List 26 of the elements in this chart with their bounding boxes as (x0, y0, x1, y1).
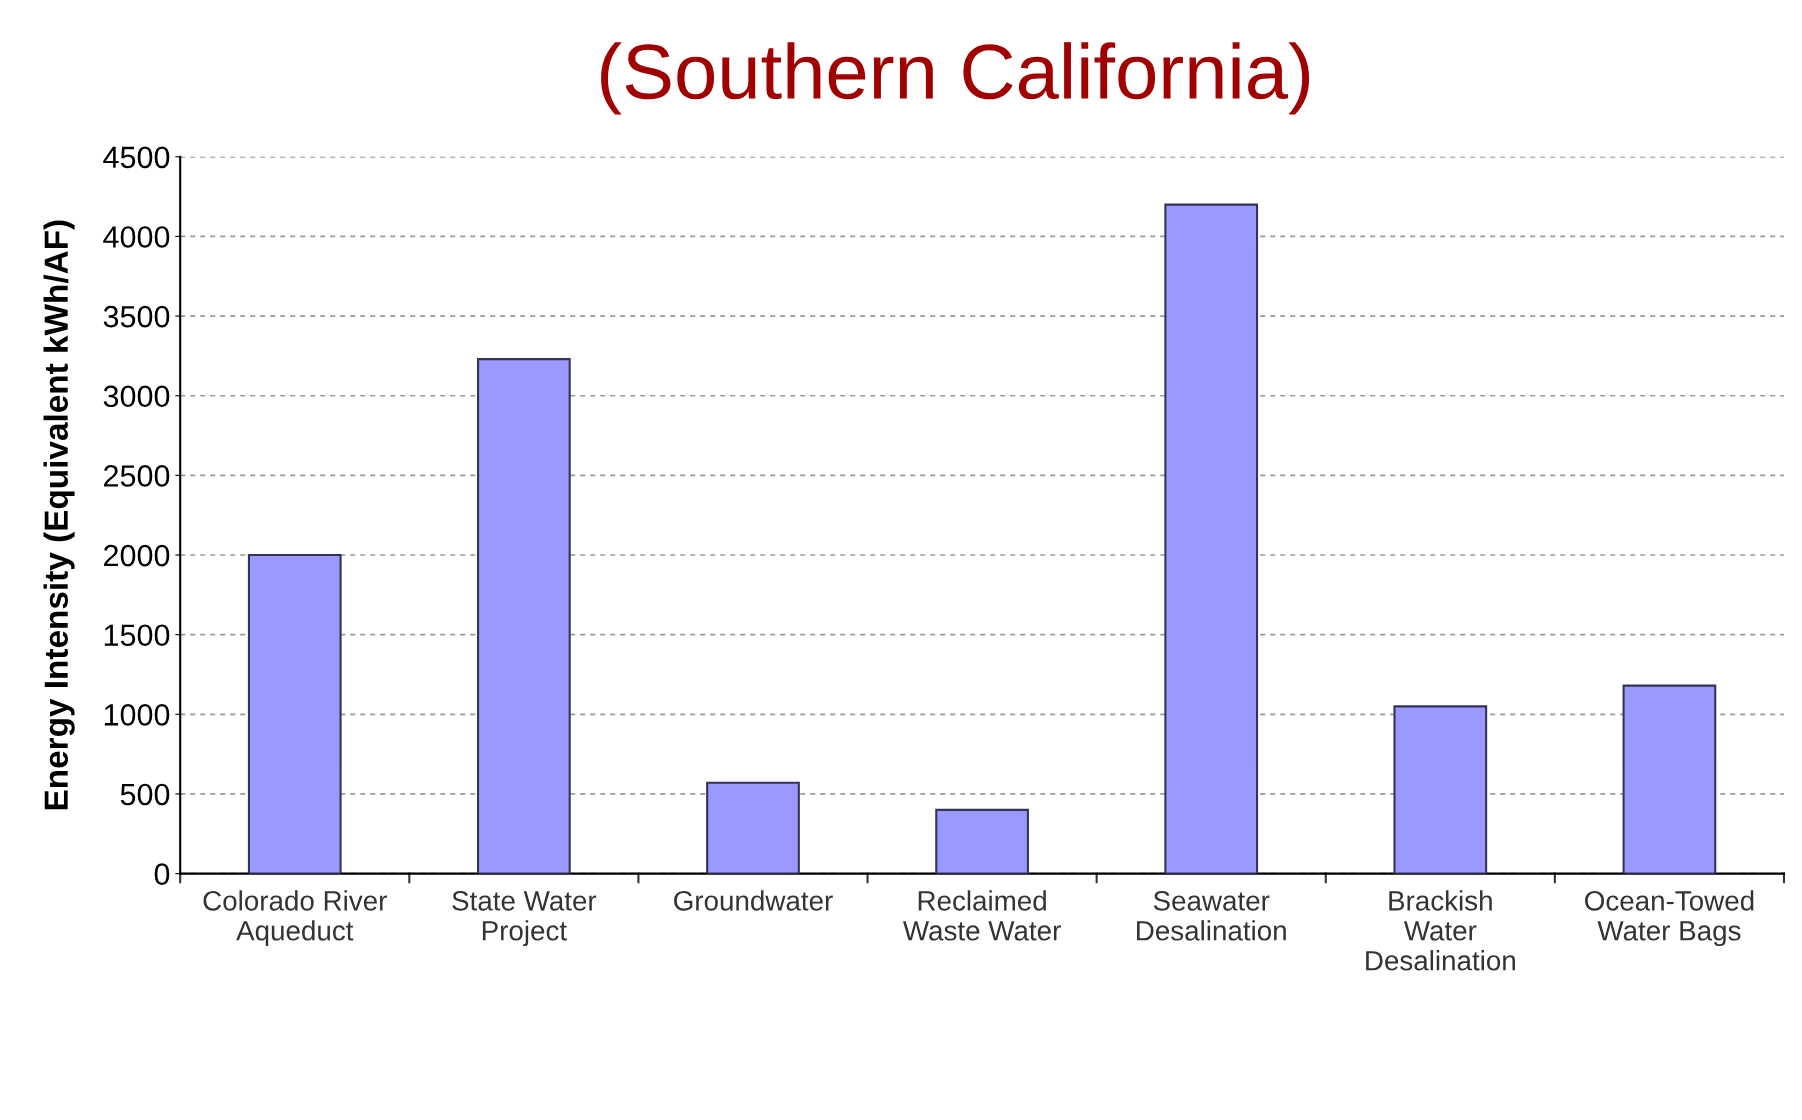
y-tick-label: 2000 (104, 544, 170, 567)
y-tick-label: 1000 (104, 704, 170, 726)
y-tick-label: 500 (120, 783, 170, 806)
y-axis-title: Energy Intensity (Equivalent kWh/AF) (43, 220, 75, 810)
y-tick-label: 0 (154, 863, 170, 885)
x-tick-label: Groundwater (674, 890, 833, 911)
x-tick-label: Brackish Water Desalination (1366, 890, 1515, 971)
x-tick-label: State Water Project (452, 891, 597, 947)
y-tick-label: 3500 (103, 305, 170, 328)
x-tick-label: Ocean-Towed Water Bags (1585, 890, 1754, 947)
bar (935, 808, 1029, 874)
chart-title: (Southern California) (601, 42, 1310, 115)
y-tick-label: 3000 (103, 385, 170, 408)
y-tick-label: 4000 (103, 226, 170, 248)
bar (247, 553, 342, 874)
y-tick-label: 2500 (104, 465, 170, 487)
x-tick-label: Colorado River Aqueduct (203, 890, 387, 947)
y-tick-label: 1500 (104, 624, 170, 647)
bar (477, 358, 571, 874)
bar (1393, 705, 1488, 874)
bar (1622, 684, 1717, 874)
x-tick-label: Reclaimed Waste Water (902, 890, 1061, 941)
bar (1164, 203, 1259, 874)
y-tick-label: 4500 (103, 146, 170, 169)
bar (706, 781, 800, 874)
x-tick-label: Seawater Desalination (1137, 891, 1286, 941)
